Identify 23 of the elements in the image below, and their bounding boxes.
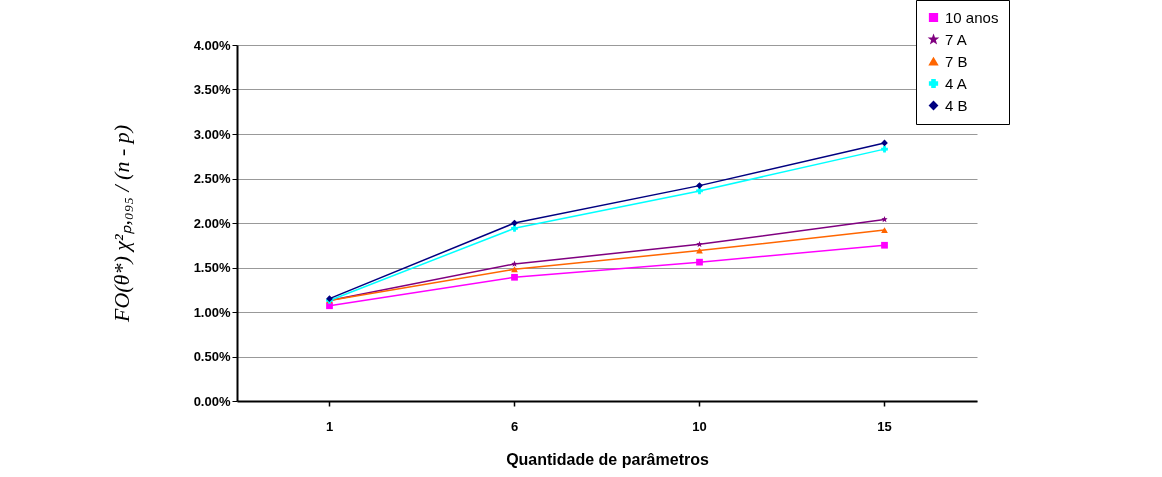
y-tick-label: 3.50% [193, 82, 231, 97]
point [696, 182, 703, 189]
legend-label: 7 B [945, 52, 968, 70]
point [881, 227, 888, 234]
y-tick-label: 4.00% [193, 37, 231, 53]
y-tick-label: 2.50% [193, 171, 231, 186]
x-tick-label: 6 [510, 418, 519, 434]
x-tick-label: 1 [325, 418, 334, 434]
legend-label: 10 anos [945, 8, 999, 26]
x-tick-label: 10 [692, 418, 707, 434]
y-tick-label: 0.50% [193, 349, 231, 364]
x-axis-title: Quantidade de parâmetros [506, 450, 709, 468]
point [511, 224, 518, 232]
legend-label: 7 A [945, 30, 967, 48]
legend-label: 4 B [945, 96, 968, 114]
y-tick-label: 1.50% [193, 260, 231, 275]
y-axis-title: FO(θ*) χ²ₚ,₀₉₅ / (n - p) [108, 124, 135, 324]
x-tick-label: 15 [877, 418, 892, 434]
y-tick-label: 2.00% [193, 215, 231, 231]
y-tick-label: 0.00% [193, 393, 231, 409]
legend-label: 4 A [945, 74, 967, 92]
y-tick-label: 3.00% [193, 126, 231, 142]
y-tick-label: 1.00% [193, 304, 231, 320]
